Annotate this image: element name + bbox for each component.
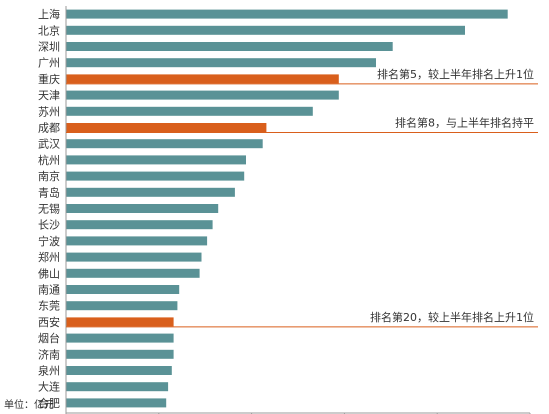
bar-上海 [66,9,508,19]
category-label: 广州 [38,57,60,70]
category-label: 宁波 [38,234,60,248]
category-label: 青岛 [38,185,60,199]
category-label: 无锡 [38,202,60,216]
category-label: 杭州 [38,153,60,167]
category-label: 大连 [38,380,60,394]
bar-无锡 [66,204,219,213]
category-label: 东莞 [38,300,60,313]
bar-大连 [66,382,169,392]
category-label: 苏州 [38,105,60,118]
bar-武汉 [66,139,263,149]
bar-深圳 [66,42,393,51]
category-label: 天津 [38,89,60,102]
annotation-text: 排名第20，较上半年排名上升1位 [370,310,534,324]
bar-泉州 [66,366,172,375]
category-label: 济南 [38,347,60,361]
category-label: 西安 [38,315,60,329]
category-label: 合肥 [38,396,60,410]
bar-合肥 [66,398,167,408]
bar-天津 [66,90,339,100]
bar-西安 [66,317,174,327]
category-label: 南通 [38,284,60,297]
category-label: 烟台 [38,331,60,345]
category-label: 重庆 [38,72,60,86]
bar-南京 [66,171,245,181]
category-label: 佛山 [38,267,60,280]
bar-青岛 [66,187,235,197]
bar-苏州 [66,106,313,116]
category-label: 长沙 [38,219,60,232]
bar-杭州 [66,155,246,165]
category-label: 武汉 [38,138,60,151]
category-labels: 上海北京深圳广州重庆天津苏州成都武汉杭州南京青岛无锡长沙宁波郑州佛山南通东莞西安… [38,7,60,410]
bar-南通 [66,285,180,294]
annotations: 排名第5，较上半年排名上升1位排名第8，与上半年排名持平排名第20，较上半年排名… [66,67,538,328]
bar-济南 [66,349,174,359]
category-label: 泉州 [38,364,60,378]
category-label: 北京 [38,23,60,37]
unit-label: 单位：亿元 [4,398,54,411]
bar-佛山 [66,268,200,278]
bar-烟台 [66,333,174,343]
bar-东莞 [66,301,178,311]
bar-广州 [66,58,376,68]
category-label: 南京 [38,169,60,183]
bar-重庆 [66,74,339,84]
bar-成都 [66,123,267,132]
bars-group [66,9,508,408]
annotation-text: 排名第5，较上半年排名上升1位 [377,67,534,81]
bar-郑州 [66,252,202,262]
category-label: 上海 [38,7,60,21]
bar-宁波 [66,236,208,246]
annotation-text: 排名第8，与上半年排名持平 [395,116,534,130]
category-label: 深圳 [38,41,60,54]
category-label: 成都 [38,122,60,135]
category-label: 郑州 [38,250,60,264]
bar-长沙 [66,220,213,230]
bar-北京 [66,25,465,35]
